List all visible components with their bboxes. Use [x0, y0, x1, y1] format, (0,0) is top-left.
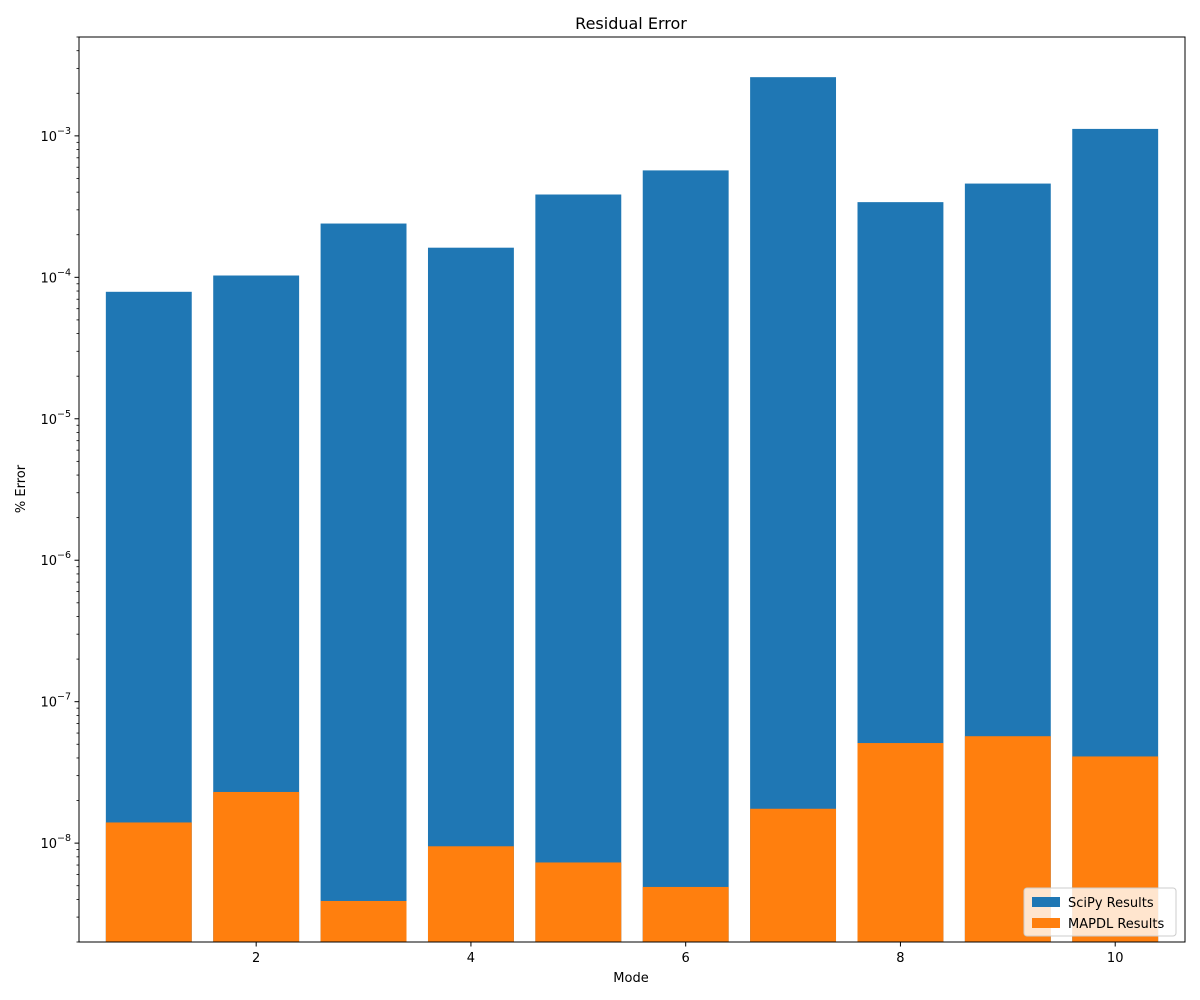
x-axis-label: Mode — [613, 971, 648, 986]
bar-series2-mode-7 — [750, 808, 837, 942]
axes-frame — [78, 36, 1186, 943]
bar-series2-mode-1 — [105, 822, 192, 942]
x-tick-label: 2 — [252, 951, 260, 966]
bar-series1-mode-3 — [320, 223, 407, 943]
bar-series2-mode-3 — [320, 900, 407, 942]
bar-series2-mode-6 — [642, 886, 729, 942]
x-tick-label: 4 — [467, 951, 475, 966]
plot-area: 10−8 10−7 10−6 10−5 10−4 10−3 2 4 6 8 10 — [40, 36, 1186, 966]
legend-label-1: SciPy Results — [1068, 896, 1154, 911]
bar-series2-mode-2 — [213, 791, 300, 942]
legend: SciPy Results MAPDL Results — [1023, 887, 1177, 937]
y-tick-label: 10−3 — [40, 126, 71, 145]
legend-label-2: MAPDL Results — [1068, 917, 1165, 932]
bar-series2-mode-8 — [857, 743, 944, 942]
bar-series2-mode-4 — [427, 846, 514, 942]
y-tick-label: 10−7 — [40, 692, 71, 711]
bar-series2-mode-5 — [535, 862, 622, 942]
bar-series1-mode-4 — [427, 247, 514, 942]
y-tick-label: 10−8 — [40, 833, 71, 852]
bar-series1-mode-6 — [642, 170, 729, 942]
y-tick-label: 10−6 — [40, 550, 71, 569]
x-tick-label: 8 — [896, 951, 904, 966]
legend-swatch-2 — [1032, 918, 1060, 928]
y-tick-label: 10−5 — [40, 409, 71, 428]
chart-title: Residual Error — [575, 14, 687, 33]
legend-swatch-1 — [1032, 897, 1060, 907]
bar-series1-mode-7 — [750, 77, 837, 943]
x-tick-label: 6 — [682, 951, 690, 966]
bar-series1-mode-5 — [535, 194, 622, 942]
y-axis-label: % Error — [14, 464, 29, 513]
legend-frame — [1023, 887, 1177, 937]
x-tick-label: 10 — [1107, 951, 1124, 966]
y-tick-label: 10−4 — [40, 267, 71, 286]
